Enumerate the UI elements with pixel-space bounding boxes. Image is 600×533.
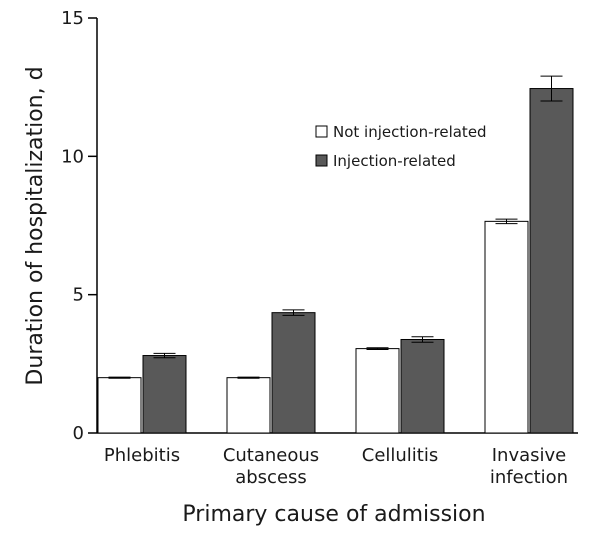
category-label: Phlebitis — [104, 445, 180, 466]
bar-injection-3 — [529, 88, 574, 434]
category-label: Cutaneous — [223, 445, 319, 466]
bar-not-injection-2 — [355, 348, 400, 434]
y-tick-label: 5 — [73, 285, 84, 306]
category-label: abscess — [235, 467, 307, 488]
legend-swatch-injection — [315, 154, 328, 167]
bar-not-injection-0 — [97, 377, 142, 434]
x-axis-title: Primary cause of admission — [182, 502, 485, 527]
legend-swatch-not-injection — [315, 125, 328, 138]
bar-not-injection-1 — [226, 377, 271, 434]
legend-label-not-injection: Not injection-related — [333, 123, 487, 141]
category-label: Cellulitis — [362, 445, 439, 466]
y-axis: 0 5 10 15 — [61, 8, 98, 444]
legend: Not injection-related Injection-related — [315, 123, 487, 170]
error-bars-group — [108, 75, 563, 379]
bar-not-injection-3 — [484, 220, 529, 434]
legend-label-injection: Injection-related — [333, 152, 456, 170]
bar-injection-1 — [271, 312, 316, 434]
y-tick-label: 15 — [61, 8, 84, 29]
y-tick-label: 0 — [73, 423, 84, 444]
category-label: infection — [490, 467, 568, 488]
category-label: Invasive — [492, 445, 567, 466]
y-axis-title: Duration of hospitalization, d — [23, 66, 48, 385]
y-tick-label: 10 — [61, 146, 84, 167]
bar-injection-0 — [142, 355, 187, 434]
bar-injection-2 — [400, 338, 445, 434]
